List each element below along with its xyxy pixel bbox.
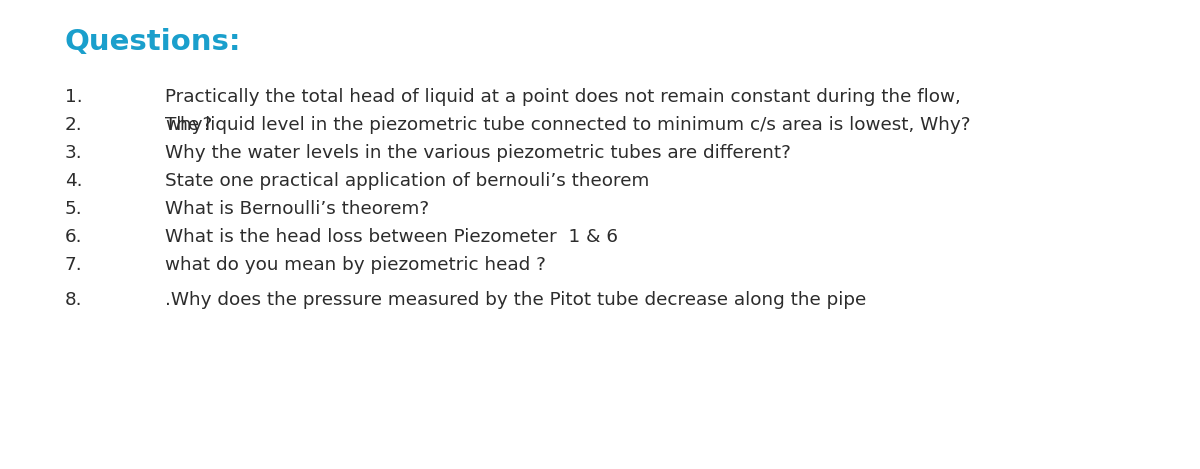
Text: 4.: 4.	[65, 172, 83, 190]
Text: Why the water levels in the various piezometric tubes are different?: Why the water levels in the various piez…	[166, 144, 791, 162]
Text: .Why does the pressure measured by the Pitot tube decrease along the pipe: .Why does the pressure measured by the P…	[166, 291, 866, 309]
Text: What is the head loss between Piezometer  1 & 6: What is the head loss between Piezometer…	[166, 228, 618, 246]
Text: The liquid level in the piezometric tube connected to minimum c/s area is lowest: The liquid level in the piezometric tube…	[166, 116, 971, 134]
Text: 5.: 5.	[65, 200, 83, 218]
Text: 7.: 7.	[65, 256, 83, 274]
Text: 1.: 1.	[65, 88, 83, 106]
Text: Questions:: Questions:	[65, 28, 241, 56]
Text: State one practical application of bernouli’s theorem: State one practical application of berno…	[166, 172, 649, 190]
Text: what do you mean by piezometric head ?: what do you mean by piezometric head ?	[166, 256, 546, 274]
Text: 2.: 2.	[65, 116, 83, 134]
Text: Practically the total head of liquid at a point does not remain constant during : Practically the total head of liquid at …	[166, 88, 961, 106]
Text: 3.: 3.	[65, 144, 83, 162]
Text: 8.: 8.	[65, 291, 83, 309]
Text: 6.: 6.	[65, 228, 83, 246]
Text: What is Bernoulli’s theorem?: What is Bernoulli’s theorem?	[166, 200, 430, 218]
Text: why?: why?	[166, 116, 212, 134]
